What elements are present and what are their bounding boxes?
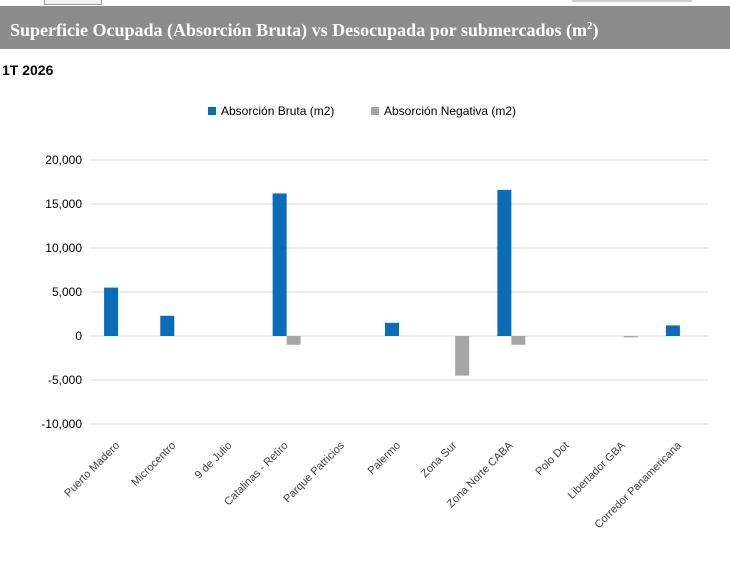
bar-absorcion-bruta xyxy=(497,189,512,336)
x-tick-label: Microcentro xyxy=(129,440,178,489)
title-close: ) xyxy=(592,20,599,40)
y-tick-label: 15,000 xyxy=(45,197,82,211)
x-tick-label: Palermo xyxy=(366,440,403,477)
legend-swatch xyxy=(371,107,379,115)
bar-absorcion-bruta xyxy=(272,193,287,336)
bar-absorcion-negativa xyxy=(623,336,638,338)
tab-left[interactable] xyxy=(44,0,102,5)
bar-absorcion-negativa xyxy=(511,336,526,345)
title-main: Superficie Ocupada (Absorción Bruta) vs … xyxy=(10,20,588,40)
y-tick-label: -10,000 xyxy=(41,417,82,431)
bar-absorcion-bruta xyxy=(160,315,175,336)
chart-subtitle: 1T 2026 xyxy=(2,62,54,78)
legend-label: Absorción Bruta (m2) xyxy=(221,104,334,118)
bar-absorcion-bruta xyxy=(104,287,119,336)
x-tick-label: Libertador GBA xyxy=(566,439,629,502)
x-tick-label: Parque Patricios xyxy=(281,439,347,505)
x-tick-label: 9 de Julio xyxy=(193,440,235,482)
title-superscript: 2 xyxy=(587,20,593,32)
y-tick-label: 20,000 xyxy=(45,153,82,167)
bar-absorcion-negativa xyxy=(455,336,470,376)
y-tick-label: 0 xyxy=(75,329,82,343)
bar-absorcion-bruta xyxy=(665,325,680,336)
x-tick-label: Polo Dot xyxy=(533,440,571,478)
title-bar: Superficie Ocupada (Absorción Bruta) vs … xyxy=(0,6,730,49)
x-tick-label: Zona Sur xyxy=(419,439,460,480)
tab-right[interactable] xyxy=(572,0,692,2)
y-tick-label: 5,000 xyxy=(52,285,82,299)
y-tick-label: -5,000 xyxy=(48,373,82,387)
page-title: Superficie Ocupada (Absorción Bruta) vs … xyxy=(10,20,599,41)
bar-absorcion-bruta xyxy=(385,322,399,336)
y-tick-label: 10,000 xyxy=(45,241,82,255)
x-tick-label: Puerto Madero xyxy=(62,440,122,500)
legend-swatch xyxy=(208,107,216,115)
top-strip xyxy=(0,0,730,6)
legend-label: Absorción Negativa (m2) xyxy=(384,104,516,118)
bar-absorcion-negativa xyxy=(286,336,301,345)
